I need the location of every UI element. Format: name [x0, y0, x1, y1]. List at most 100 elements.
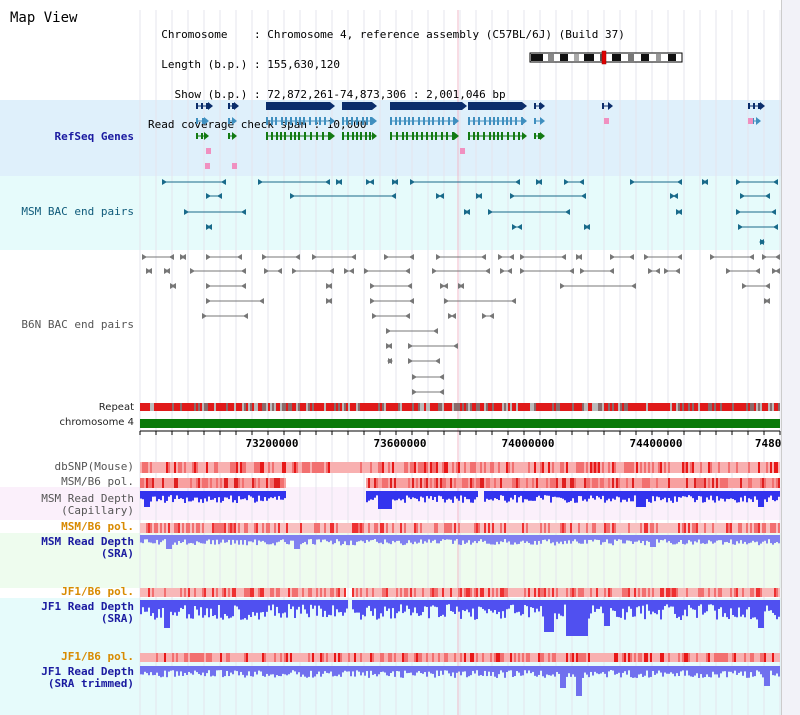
heat-cell	[646, 588, 648, 597]
heat-cell	[276, 653, 278, 662]
depth-bar	[206, 491, 208, 502]
depth-bar	[754, 491, 756, 497]
heat-cell	[696, 588, 698, 597]
repeat-segment	[730, 403, 732, 411]
repeat-segment	[406, 403, 408, 411]
depth-bar	[242, 535, 244, 545]
depth-bar	[372, 491, 374, 500]
heat-cell	[238, 462, 240, 473]
bac-end	[489, 313, 494, 319]
depth-bar	[636, 600, 638, 608]
repeat-segment	[654, 403, 656, 411]
heat-cell	[632, 478, 634, 488]
repeat-segment	[656, 403, 658, 411]
repeat-segment	[706, 403, 708, 411]
heat-cell	[352, 588, 354, 597]
depth-bar	[528, 491, 530, 501]
depth-bar	[718, 666, 720, 678]
depth-bar	[368, 600, 370, 606]
depth-bar	[418, 600, 420, 616]
depth-bar	[440, 666, 442, 671]
depth-bar	[652, 491, 654, 497]
depth-bar	[454, 600, 456, 615]
heat-cell	[446, 588, 448, 597]
depth-bar	[180, 666, 182, 672]
depth-bar	[762, 491, 764, 507]
heat-cell	[482, 588, 484, 597]
heat-cell	[378, 462, 380, 473]
heat-cell	[658, 462, 660, 473]
repeat-segment	[272, 403, 274, 411]
heat-cell	[656, 523, 658, 533]
heat-cell	[290, 462, 292, 473]
repeat-segment	[424, 403, 426, 411]
depth-bar	[498, 535, 500, 545]
heat-cell	[718, 588, 720, 597]
heat-cell	[704, 523, 706, 533]
heat-cell	[366, 478, 368, 488]
depth-bar	[496, 491, 498, 499]
depth-bar	[492, 600, 494, 613]
repeat-segment	[240, 403, 242, 411]
repeat-segment	[662, 403, 664, 411]
heat-cell	[276, 588, 278, 597]
heat-cell	[410, 478, 412, 488]
depth-bar	[318, 600, 320, 606]
heat-cell	[162, 653, 164, 662]
depth-bar	[320, 666, 322, 677]
depth-bar	[344, 535, 346, 542]
heat-cell	[776, 653, 778, 662]
heat-cell	[732, 653, 734, 662]
depth-bar	[694, 491, 696, 503]
heat-cell	[222, 478, 224, 488]
heat-cell	[760, 653, 762, 662]
depth-bar	[212, 600, 214, 616]
depth-bar	[728, 600, 730, 620]
depth-bar	[646, 491, 648, 500]
depth-bar	[282, 535, 284, 540]
heat-cell	[764, 462, 766, 473]
depth-bar	[526, 600, 528, 607]
repeat-segment	[160, 403, 162, 411]
depth-bar	[390, 666, 392, 673]
bac-end	[258, 179, 263, 185]
heat-cell	[272, 462, 274, 473]
depth-bar	[444, 535, 446, 540]
heat-cell	[500, 653, 502, 662]
heat-cell	[330, 462, 332, 473]
depth-bar	[166, 600, 168, 628]
heat-cell	[560, 478, 562, 488]
heat-cell	[326, 588, 328, 597]
heat-cell	[244, 478, 246, 488]
bac-end	[369, 179, 374, 185]
heat-cell	[512, 478, 514, 488]
depth-bar	[634, 535, 636, 542]
heat-cell	[284, 653, 286, 662]
depth-bar	[570, 666, 572, 677]
depth-bar	[282, 666, 284, 674]
depth-bar	[586, 535, 588, 544]
heat-cell	[334, 588, 336, 597]
repeat-segment	[648, 403, 650, 411]
depth-bar	[406, 491, 408, 496]
depth-bar	[604, 535, 606, 542]
depth-bar	[182, 666, 184, 676]
depth-bar	[686, 666, 688, 671]
msm-bac-band	[0, 176, 781, 250]
heat-cell	[632, 523, 634, 533]
depth-bar	[202, 666, 204, 673]
heat-cell	[304, 588, 306, 597]
heat-cell	[360, 523, 362, 533]
bac-end	[488, 209, 493, 215]
heat-cell	[720, 478, 722, 488]
bac-end	[765, 283, 770, 289]
heat-cell	[408, 462, 410, 473]
depth-bar	[680, 666, 682, 672]
heat-cell	[540, 478, 542, 488]
heat-cell	[178, 478, 180, 488]
heat-cell	[362, 653, 364, 662]
repeat-segment	[332, 403, 334, 411]
heat-cell	[268, 478, 270, 488]
depth-bar	[754, 600, 756, 618]
